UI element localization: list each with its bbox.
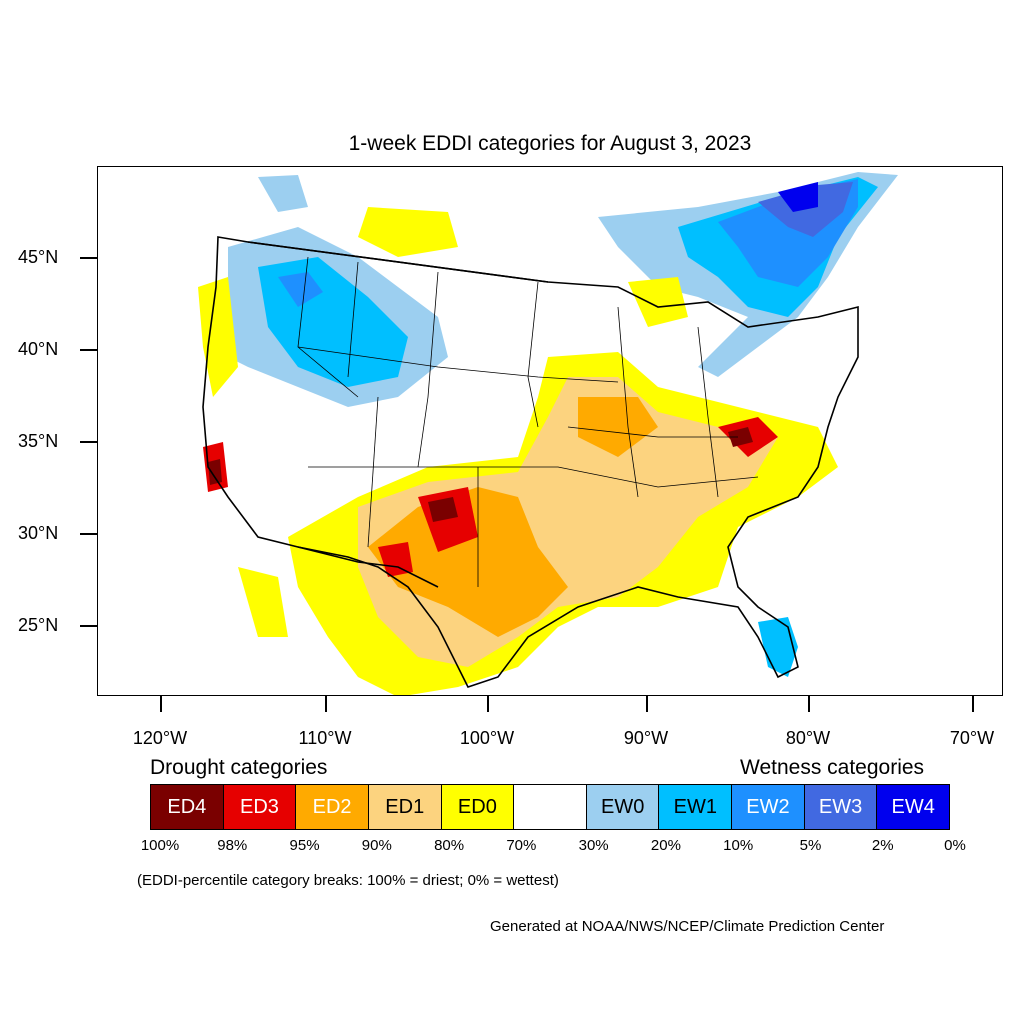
- lon-tick: [808, 696, 810, 712]
- legend-break-label: 100%: [140, 837, 180, 854]
- lat-tick: [80, 257, 97, 259]
- canada-border: [247, 241, 549, 283]
- lon-label-100: 100°W: [459, 728, 515, 748]
- legend-cell-ew3: EW3: [804, 785, 878, 829]
- legend-break-label: 98%: [217, 837, 248, 854]
- legend-break-label: 20%: [650, 837, 681, 854]
- lat-label-30: 30°N: [18, 523, 59, 543]
- legend-drought-title: Drought categories: [150, 756, 328, 779]
- wetness-areas: [208, 172, 898, 677]
- drought-region-ed0-mi: [628, 277, 688, 327]
- category-break-note: (EDDI-percentile category breaks: 100% =…: [137, 872, 559, 889]
- lat-tick: [80, 625, 97, 627]
- lon-label-120: 120°W: [132, 728, 188, 748]
- wet-region-florida: [758, 617, 798, 677]
- legend-break-label: 5%: [799, 837, 822, 854]
- legend-color-bar: ED4 ED3 ED2 ED1 ED0 EW0 EW1 EW2 EW3 EW4: [150, 784, 950, 830]
- lon-label-110: 110°W: [298, 728, 352, 748]
- legend-break-label: 10%: [723, 837, 754, 854]
- legend-cell-ew2: EW2: [732, 785, 805, 829]
- legend-break-label: 0%: [944, 837, 966, 854]
- lat-label-35: 35°N: [18, 431, 59, 451]
- drought-region-ed2: [368, 487, 568, 637]
- legend-cell-ed4: ED4: [151, 785, 224, 829]
- credit-line: Generated at NOAA/NWS/NCEP/Climate Predi…: [490, 918, 885, 935]
- lon-tick: [972, 696, 974, 712]
- lat-tick: [80, 441, 97, 443]
- drought-region-ed4-ca: [208, 459, 222, 485]
- legend-cell-ew0: EW0: [586, 785, 660, 829]
- eddi-map: [97, 166, 1003, 696]
- drought-region-ed0-north: [358, 207, 458, 257]
- legend-cell-ed2: ED2: [296, 785, 369, 829]
- legend-break-label: 2%: [871, 837, 894, 854]
- drought-region-ed0-west: [198, 277, 238, 397]
- lat-label-45: 45°N: [18, 247, 59, 267]
- lat-tick: [80, 533, 97, 535]
- legend-break-label: 70%: [506, 837, 537, 854]
- legend-cell-normal: [514, 785, 587, 829]
- legend-cell-ew1: EW1: [659, 785, 733, 829]
- drought-region-ed0-ca-south: [238, 567, 288, 637]
- legend-break-label: 30%: [578, 837, 609, 854]
- map-title: 1-week EDDI categories for August 3, 202…: [348, 132, 752, 155]
- legend-cell-ew4: EW4: [877, 785, 950, 829]
- mexico-border: [297, 546, 439, 588]
- map-canvas: [198, 172, 898, 695]
- lon-label-70: 70°W: [949, 728, 995, 748]
- lon-tick: [160, 696, 162, 712]
- wet-region-northwest-ew2: [278, 272, 323, 307]
- wet-region-northeast-ew4: [778, 182, 818, 212]
- legend-cell-ed3: ED3: [223, 785, 297, 829]
- lon-tick: [325, 696, 327, 712]
- legend-break-label: 80%: [434, 837, 465, 854]
- boundaries: [202, 236, 859, 688]
- lon-tick: [487, 696, 489, 712]
- legend-wetness-title: Wetness categories: [740, 756, 925, 779]
- us-outline: [202, 236, 859, 688]
- legend-cell-ed1: ED1: [368, 785, 442, 829]
- lon-tick: [646, 696, 648, 712]
- wet-region-canada-west: [258, 175, 308, 212]
- legend-cell-ed0: ED0: [441, 785, 515, 829]
- drought-region-ed4-ky: [728, 427, 753, 447]
- lat-label-25: 25°N: [18, 615, 59, 635]
- lat-label-40: 40°N: [18, 339, 59, 359]
- lat-tick: [80, 349, 97, 351]
- drought-region-ed4-nm: [428, 497, 458, 522]
- lon-label-80: 80°W: [785, 728, 831, 748]
- legend-break-label: 90%: [361, 837, 392, 854]
- state-lines: [297, 256, 759, 587]
- legend-break-label: 95%: [289, 837, 320, 854]
- drought-region-ed3-tx: [378, 542, 413, 577]
- drought-region-ed2-midwest: [578, 397, 658, 457]
- lon-label-90: 90°W: [623, 728, 669, 748]
